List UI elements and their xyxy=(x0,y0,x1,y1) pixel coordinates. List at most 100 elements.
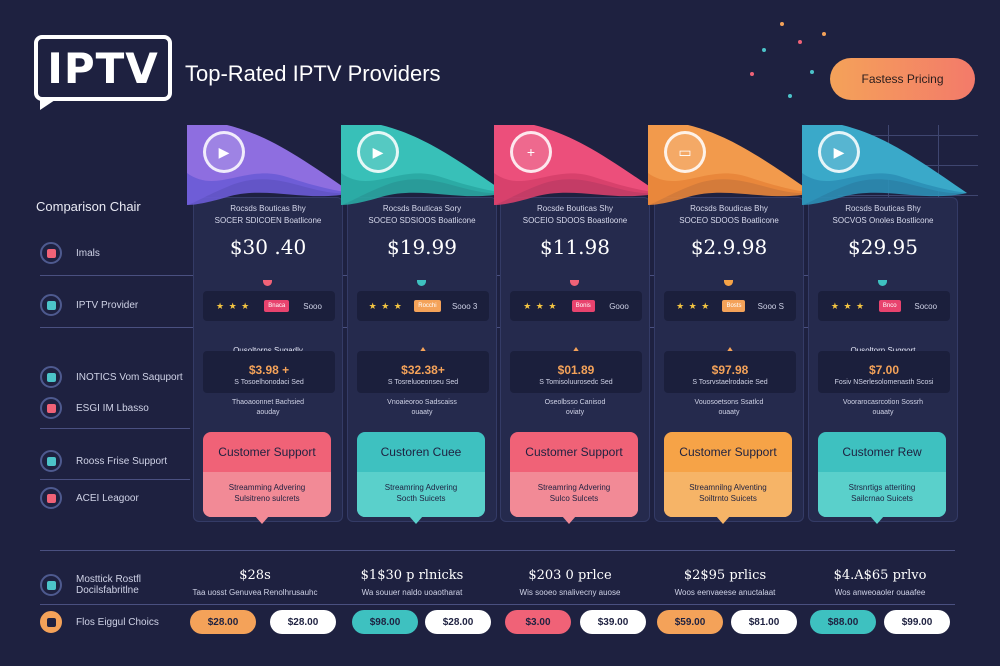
rating-score: Sooo xyxy=(303,301,322,311)
support-card-line: Sulco Sulcets xyxy=(549,494,599,503)
chat-icon xyxy=(40,450,62,472)
side-row-label: ACEI Leagoor xyxy=(76,492,139,504)
customer-support-card[interactable]: Customer Support Streamming Advering Sul… xyxy=(203,432,331,517)
play-icon[interactable]: ▶ xyxy=(818,131,860,173)
side-row-label: IPTV Provider xyxy=(76,299,139,311)
support-card-tail xyxy=(562,516,576,524)
rating-row: ★ ★ ★ Bnco Socoo xyxy=(818,291,950,321)
provider-price: $2.9.98 xyxy=(690,235,768,259)
side-row-rostfl: Mosttick Rostfl Docilsfabritlne xyxy=(40,574,156,596)
provider-desc-line: SOCEO SDSIOOS Boatlicone xyxy=(368,216,476,225)
provider-price: $29.95 xyxy=(848,235,918,259)
notch-marker xyxy=(724,280,733,286)
price-description: Oseolbsso Canisod oviaty xyxy=(500,398,650,418)
side-row-support: INOTICS Vom Saquport xyxy=(40,366,183,388)
support-card-line: Socth Suicets xyxy=(396,494,446,503)
price-box: $97.98 S Tosrvstaelrodacie Sed xyxy=(664,351,796,393)
customer-support-card[interactable]: Customer Rew Strsnrtigs atteriting Sailc… xyxy=(818,432,946,517)
monitor-icon xyxy=(40,294,62,316)
plus-icon[interactable]: + xyxy=(510,131,552,173)
price-box: $32.38+ S Tosreluoeonseu Sed xyxy=(357,351,489,393)
list-icon xyxy=(40,366,62,388)
rating-score: Sooo S xyxy=(757,301,784,311)
support-card-body: Streamring Advering Sulco Sulcets xyxy=(510,472,638,517)
bottom-description: Wa souuer naldo uoaotharat xyxy=(361,588,463,597)
support-card-line: Strsnrtigs atteriting xyxy=(848,483,916,492)
support-card-tail xyxy=(409,516,423,524)
star-rating-icon: ★ ★ ★ xyxy=(216,300,251,311)
bottom-price: $1$30 p rlnicks xyxy=(360,568,464,583)
side-row-provider: IPTV Provider xyxy=(40,294,138,316)
bottom-price: $203 0 prlce xyxy=(528,568,612,583)
customer-support-card[interactable]: Custoren Cuee Streamring Advering Socth … xyxy=(357,432,485,517)
price-button-secondary[interactable]: $39.00 xyxy=(580,610,646,634)
divider xyxy=(40,327,955,328)
pricing-pill-button[interactable]: Fastess Pricing xyxy=(830,58,975,100)
provider-column: + Rocsde Bouticas Shy SOCEIO SDOOS Boast… xyxy=(494,125,659,525)
iptv-logo: IPTV xyxy=(34,35,172,101)
price-button-primary[interactable]: $59.00 xyxy=(657,610,723,634)
support-card-line: Streamming Advering xyxy=(228,483,306,492)
provider-desc-line: Rocsds Bouticas Bhy xyxy=(230,204,306,213)
price-box-sub: S Tosoelhonodaci Sed xyxy=(234,379,304,386)
price-button-primary[interactable]: $98.00 xyxy=(352,610,418,634)
customer-support-card[interactable]: Customer Support Streamnilng Alventing S… xyxy=(664,432,792,517)
support-card-title: Customer Support xyxy=(525,445,623,459)
page-title: Top-Rated IPTV Providers xyxy=(185,61,441,86)
star-rating-icon: ★ ★ ★ xyxy=(368,300,403,311)
price-box-value: $01.89 xyxy=(557,363,595,377)
play-icon[interactable]: ▶ xyxy=(357,131,399,173)
price-desc-line: aouday xyxy=(256,409,280,416)
price-desc-line: Voorarocasrcotion Sossrh xyxy=(842,399,924,406)
price-button-secondary[interactable]: $81.00 xyxy=(731,610,797,634)
provider-desc-line: SOCEO SDOOS Boatlicone xyxy=(679,216,779,225)
price-button-secondary[interactable]: $99.00 xyxy=(884,610,950,634)
notch-marker xyxy=(878,280,887,286)
provider-desc-line: Rocsds Boudicas Bhy xyxy=(690,204,768,213)
price-desc-line: Thaoaoonnet Bachsied xyxy=(232,399,304,406)
price-button-primary[interactable]: $3.00 xyxy=(505,610,571,634)
divider xyxy=(40,275,955,276)
provider-desc-line: Rocsds Bouticas Bhy xyxy=(845,204,921,213)
price-desc-line: Vouosoetsons Ssatlcd xyxy=(694,399,764,406)
decorative-dots xyxy=(740,10,840,110)
price-desc-line: ouaaty xyxy=(872,409,894,416)
side-row-label: Flos Eiggul Choics xyxy=(76,616,159,628)
price-desc-line: Vnoaieoroo Sadscaiss xyxy=(387,399,457,406)
customer-support-card[interactable]: Customer Support Streamring Advering Sul… xyxy=(510,432,638,517)
rating-tag: Bnco xyxy=(878,300,901,312)
provider-price: $19.99 xyxy=(387,235,457,259)
price-description: Vouosoetsons Ssatlcd ouaaty xyxy=(654,398,804,418)
support-heading: Ousoltorns Sugadly xyxy=(193,346,343,355)
play-icon[interactable]: ▶ xyxy=(203,131,245,173)
price-box-sub: S Tomisoluurosedc Sed xyxy=(539,379,613,386)
support-card-line: Soiltrnto Suicets xyxy=(699,494,757,503)
rating-tag: Bosts xyxy=(722,300,746,312)
price-box-value: $7.00 xyxy=(868,363,900,377)
rating-row: ★ ★ ★ Rocchi Sooo 3 xyxy=(357,291,489,321)
support-card-body: Streamnilng Alventing Soiltrnto Suicets xyxy=(664,472,792,517)
caret-icon xyxy=(419,347,427,353)
provider-price: $30 .40 xyxy=(229,235,307,259)
price-button-secondary[interactable]: $28.00 xyxy=(270,610,336,634)
rating-score: Gooo xyxy=(609,301,629,311)
price-desc-line: oviaty xyxy=(565,409,585,416)
side-row-league: ACEI Leagoor xyxy=(40,487,139,509)
comparison-chart-title: Comparison Chair xyxy=(36,199,141,214)
chart-icon xyxy=(40,574,62,596)
price-box: $7.00 Fosiv NSerlesolomenasth Scosi xyxy=(818,351,950,393)
logo-tail xyxy=(40,98,58,110)
divider xyxy=(40,479,190,480)
support-card-title: Customer Rew xyxy=(842,445,922,459)
price-box: $3.98 + S Tosoelhonodaci Sed xyxy=(203,351,335,393)
star-rating-icon: ★ ★ ★ xyxy=(830,300,866,311)
side-row-frise: Rooss Frise Support xyxy=(40,450,167,472)
price-button-secondary[interactable]: $28.00 xyxy=(425,610,491,634)
bottom-price: $2$95 prlics xyxy=(683,568,767,583)
price-box-value: $32.38+ xyxy=(401,363,445,377)
card-icon[interactable]: ▭ xyxy=(664,131,706,173)
price-button-primary[interactable]: $28.00 xyxy=(190,610,256,634)
price-button-primary[interactable]: $88.00 xyxy=(810,610,876,634)
price-desc-line: ouaaty xyxy=(718,409,740,416)
notch-marker xyxy=(417,280,426,286)
